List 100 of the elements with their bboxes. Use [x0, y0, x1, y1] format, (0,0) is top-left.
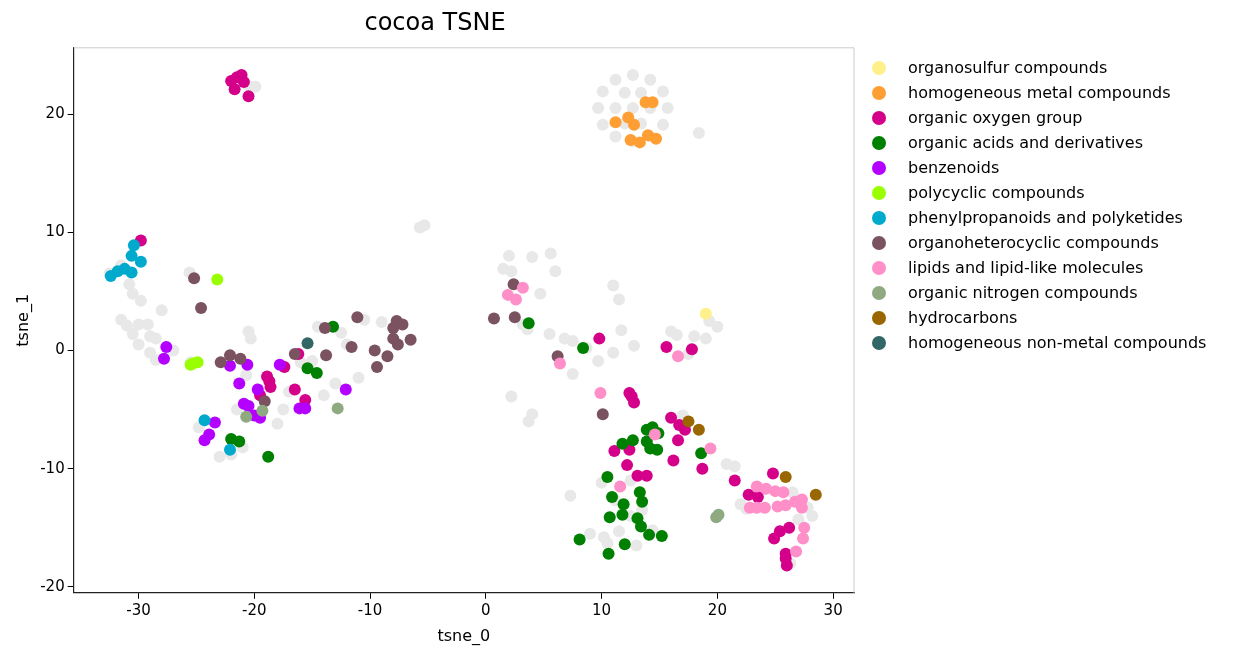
- point: [381, 350, 394, 363]
- point: [728, 474, 741, 487]
- point: [251, 383, 264, 396]
- point: [553, 357, 566, 370]
- point: [228, 83, 241, 96]
- point: [208, 416, 221, 429]
- point: [158, 352, 170, 365]
- point: [618, 538, 631, 551]
- legend-label: hydrocarbons: [908, 308, 1018, 327]
- point: [351, 311, 364, 324]
- point: [310, 366, 323, 379]
- point: [655, 530, 668, 543]
- point: [223, 349, 236, 362]
- point: [660, 340, 673, 353]
- point: [790, 545, 803, 558]
- point: [233, 377, 246, 390]
- point: [345, 340, 358, 353]
- y-tick-label: 10: [45, 222, 65, 241]
- point: [626, 434, 639, 447]
- y-tick-label: -10: [40, 458, 65, 477]
- point: [672, 434, 685, 447]
- point: [125, 266, 138, 279]
- point: [608, 444, 621, 457]
- point: [242, 90, 255, 103]
- point: [256, 404, 269, 417]
- legend-label: organic acids and derivatives: [908, 133, 1143, 152]
- point: [242, 400, 255, 413]
- point: [288, 383, 301, 396]
- point: [301, 337, 314, 350]
- point: [779, 470, 792, 483]
- point: [331, 402, 344, 415]
- point: [601, 470, 614, 483]
- point: [766, 467, 779, 480]
- point: [368, 344, 381, 357]
- point: [628, 118, 641, 131]
- point: [240, 410, 253, 423]
- point: [672, 350, 685, 363]
- point: [127, 239, 140, 252]
- point: [617, 498, 630, 511]
- point: [593, 332, 606, 345]
- point: [387, 321, 400, 334]
- x-tick-label: 30: [823, 600, 843, 619]
- point: [134, 255, 147, 268]
- point: [198, 434, 211, 447]
- point: [594, 387, 607, 400]
- point: [211, 273, 224, 286]
- legend-label: homogeneous non-metal compounds: [908, 333, 1207, 352]
- point: [273, 358, 286, 371]
- point: [696, 462, 709, 475]
- point: [650, 132, 663, 145]
- point: [699, 307, 712, 320]
- point: [262, 450, 275, 463]
- point: [603, 511, 616, 524]
- x-tick-label: 0: [481, 600, 491, 619]
- point: [616, 437, 629, 450]
- x-tick-label: -20: [242, 600, 267, 619]
- point: [339, 383, 352, 396]
- point: [237, 76, 250, 89]
- point: [234, 352, 247, 365]
- y-axis-title: tsne_1: [12, 293, 33, 347]
- point: [596, 408, 609, 421]
- chart-title: cocoa TSNE: [364, 7, 506, 36]
- legend-label: organic nitrogen compounds: [908, 283, 1138, 302]
- point: [777, 486, 790, 499]
- point: [233, 435, 246, 448]
- point: [621, 459, 634, 472]
- x-tick-label: -30: [126, 600, 151, 619]
- point: [508, 311, 521, 324]
- point: [797, 532, 810, 545]
- point: [798, 521, 811, 534]
- point: [633, 136, 646, 149]
- point: [614, 480, 627, 493]
- y-tick-label: -20: [40, 576, 65, 595]
- point: [522, 317, 535, 330]
- point: [651, 443, 664, 456]
- x-tick-label: 20: [707, 600, 727, 619]
- point: [616, 508, 629, 521]
- x-tick-label: -10: [357, 600, 383, 619]
- point: [404, 333, 417, 346]
- legend-label: organoheterocyclic compounds: [908, 233, 1159, 252]
- point: [665, 411, 678, 424]
- point: [704, 442, 717, 455]
- legend-label: polycyclic compounds: [908, 183, 1085, 202]
- point: [320, 349, 333, 362]
- point: [214, 356, 227, 369]
- point: [692, 423, 705, 436]
- point: [160, 340, 173, 353]
- point: [648, 428, 661, 441]
- point: [516, 281, 529, 294]
- legend-label: homogeneous metal compounds: [908, 83, 1171, 102]
- point: [288, 347, 301, 360]
- legend-label: organosulfur compounds: [908, 58, 1108, 77]
- legend-label: benzenoids: [908, 158, 1000, 177]
- point: [391, 338, 404, 351]
- x-tick-label: 10: [592, 600, 612, 619]
- point: [223, 443, 236, 456]
- point: [195, 301, 208, 314]
- point: [783, 521, 796, 534]
- point: [125, 249, 138, 262]
- point: [760, 482, 773, 495]
